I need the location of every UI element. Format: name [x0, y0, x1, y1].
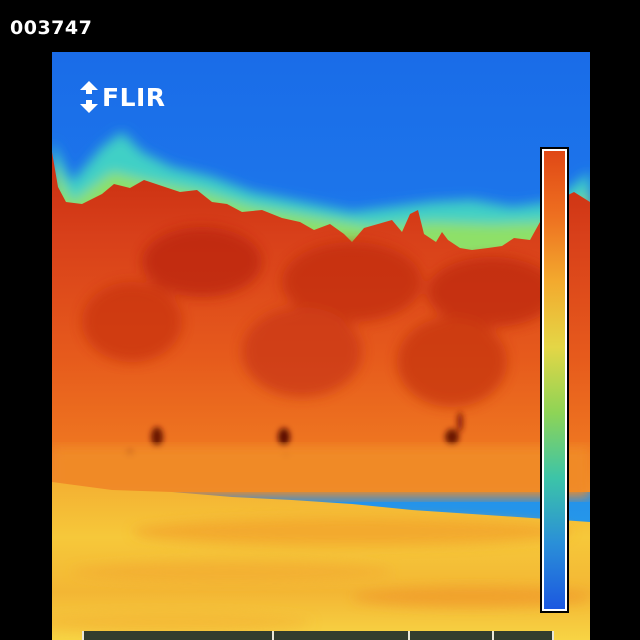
thermal-image: [52, 52, 590, 640]
base-transition: [52, 447, 590, 497]
flir-logo-text: FLIR: [102, 82, 166, 112]
canopy-shadows: [82, 227, 557, 407]
temperature-scale-bar: [540, 147, 569, 613]
flir-logo: FLIR: [80, 80, 166, 114]
flir-diamond-icon: [80, 81, 98, 113]
bottom-status-strip: [82, 631, 554, 640]
thermal-scene: [52, 52, 590, 640]
frame-counter: 003747: [10, 17, 93, 39]
ground-bands: [52, 518, 590, 632]
